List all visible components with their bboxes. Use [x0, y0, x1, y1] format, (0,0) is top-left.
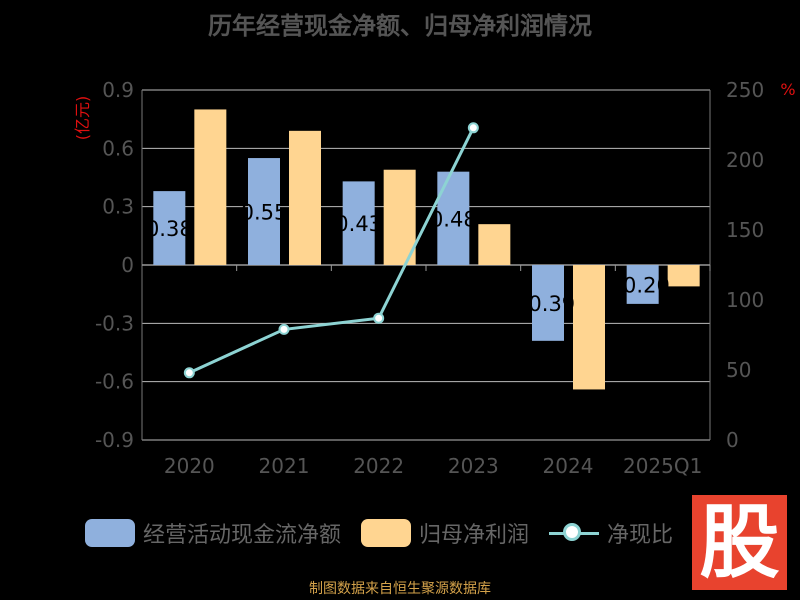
legend-line-ratio [549, 519, 600, 547]
y-right-tick-label: 100 [726, 288, 764, 312]
y-left-tick-label: -0.6 [95, 370, 134, 394]
legend-item-cashflow[interactable]: 经营活动现金流净额 [85, 517, 341, 549]
legend-label-netprofit: 归母净利润 [419, 523, 530, 548]
point-ratio [278, 323, 290, 335]
point-ratio [373, 312, 385, 324]
bar-netprofit [383, 169, 416, 265]
chart-title: 历年经营现金净额、归母净利润情况 [208, 12, 592, 40]
y-left-tick-label: -0.3 [95, 311, 134, 335]
x-tick-label: 2024 [543, 454, 594, 478]
y-right-tick-label: 150 [726, 218, 764, 242]
y-left-tick-label: 0 [121, 253, 134, 277]
x-tick-label: 2023 [448, 454, 499, 478]
bar-netprofit [573, 265, 605, 390]
data-label-cashflow: 0.55 [241, 201, 288, 225]
x-tick-label: 2025Q1 [623, 454, 702, 478]
legend-label-cashflow: 经营活动现金流净额 [143, 523, 342, 548]
bar-netprofit [478, 224, 511, 265]
bar-cashflow [248, 158, 280, 265]
legend-label-ratio: 净现比 [607, 523, 674, 548]
y-left-tick-label: -0.9 [95, 428, 134, 452]
bar-cashflow [626, 265, 659, 304]
data-label-cashflow: 0.38 [146, 217, 193, 241]
bar-netprofit [667, 265, 700, 287]
legend-item-ratio[interactable]: 净现比 [549, 517, 673, 549]
legend-item-netprofit[interactable]: 归母净利润 [361, 517, 529, 549]
bar-cashflow [342, 181, 375, 265]
bar-netprofit [194, 109, 227, 265]
y-left-tick-label: 0.6 [102, 136, 134, 160]
y-right-tick-label: 200 [726, 148, 764, 172]
source-note: 制图数据来自恒生聚源数据库 [309, 581, 491, 597]
data-label-cashflow: -0.39 [521, 292, 575, 316]
y-right-tick-label: 250 [726, 78, 764, 102]
legend-swatch-netprofit [361, 519, 412, 547]
point-ratio [467, 122, 479, 134]
line-ratio [188, 127, 475, 375]
point-ratio [183, 367, 195, 379]
data-label-cashflow: 0.48 [430, 207, 477, 231]
bar-cashflow [532, 265, 564, 341]
legend: 经营活动现金流净额 归母净利润 净现比 [85, 517, 693, 549]
data-label-cashflow: -0.20 [615, 273, 669, 297]
bar-cashflow [153, 191, 186, 265]
y-left-axis-label: (亿元) [73, 96, 92, 141]
x-tick-label: 2021 [259, 454, 310, 478]
data-label-cashflow: 0.43 [335, 212, 382, 236]
watermark-logo: 股 [692, 495, 787, 590]
y-left-tick-label: 0.9 [102, 78, 134, 102]
y-right-tick-label: 0 [726, 428, 739, 452]
y-right-tick-label: 50 [726, 358, 751, 382]
legend-swatch-cashflow [85, 519, 135, 547]
y-left-tick-label: 0.3 [102, 195, 134, 219]
x-tick-label: 2022 [353, 454, 404, 478]
x-tick-label: 2020 [164, 454, 215, 478]
bar-netprofit [289, 130, 321, 265]
y-right-axis-label: % [780, 80, 795, 99]
